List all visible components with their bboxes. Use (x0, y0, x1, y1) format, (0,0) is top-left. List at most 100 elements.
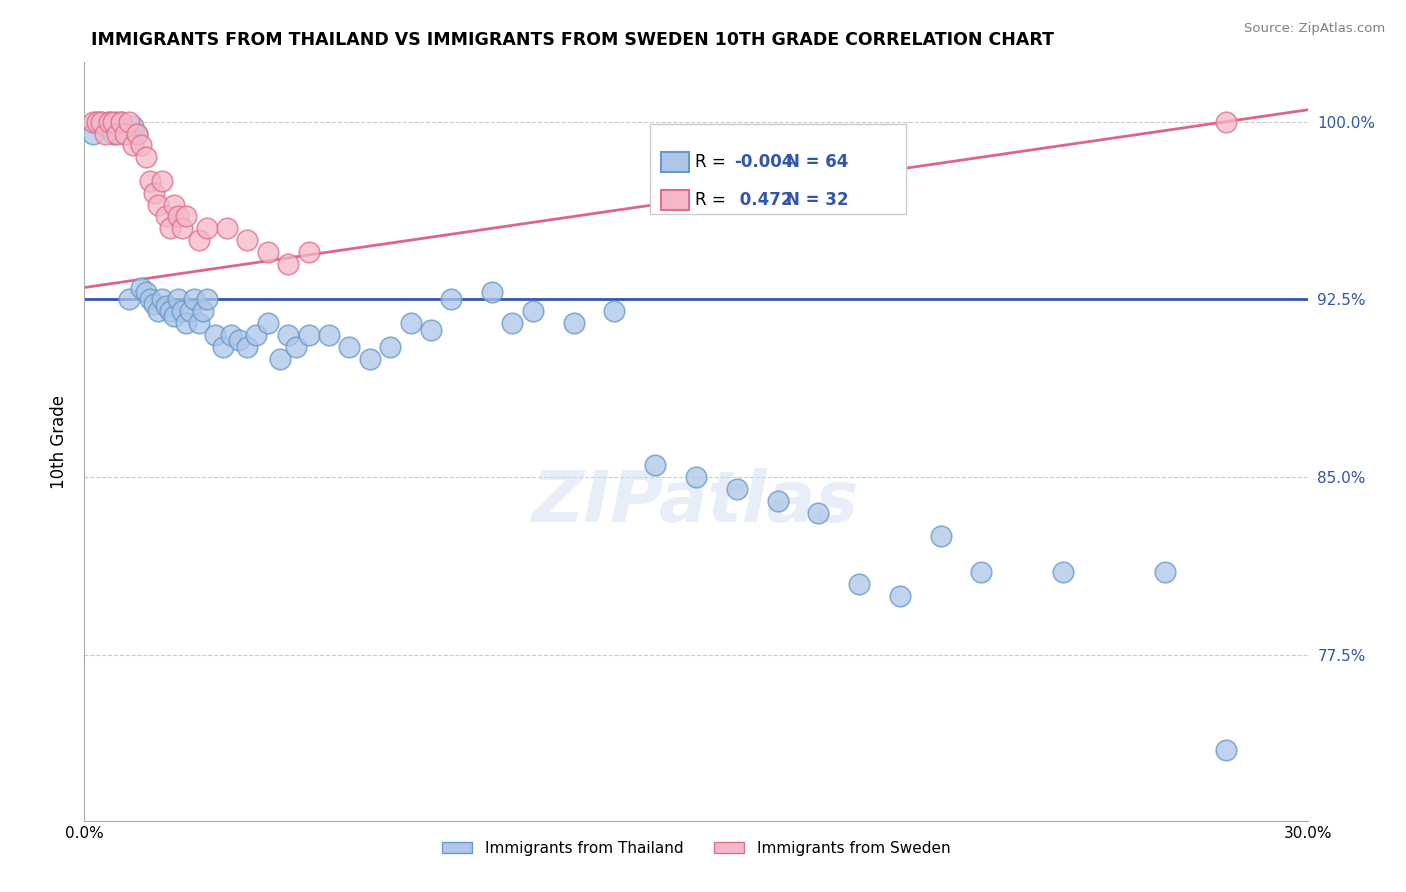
Point (339, 340, 361, 354)
Point (929, 529, 952, 543)
Point (155, 210, 177, 224)
Point (440, 293, 463, 307)
Point (318, 327, 340, 342)
Point (1052, 565, 1074, 579)
Point (82, 114, 104, 128)
Point (807, 506, 830, 520)
Point (163, 197, 186, 211)
Text: ZIPatlas: ZIPatlas (533, 467, 859, 537)
Point (167, 293, 190, 307)
Point (187, 316, 209, 330)
Text: -0.004: -0.004 (734, 153, 794, 170)
Point (159, 221, 181, 235)
Point (1215, 742, 1237, 756)
Point (131, 280, 153, 294)
Point (146, 197, 169, 211)
Point (970, 565, 993, 579)
Point (187, 233, 209, 247)
Point (150, 293, 173, 307)
Point (195, 293, 218, 307)
Point (522, 304, 544, 318)
Point (359, 351, 381, 366)
Point (142, 297, 165, 311)
Text: 0.472: 0.472 (734, 191, 793, 209)
Point (217, 221, 239, 235)
Point (502, 316, 524, 330)
Point (101, 114, 124, 128)
Point (86, 114, 108, 128)
Point (118, 293, 141, 307)
Text: R =: R = (695, 153, 731, 170)
Point (380, 340, 402, 354)
Point (1215, 114, 1237, 128)
Point (131, 138, 153, 153)
Point (155, 300, 177, 314)
Point (285, 340, 308, 354)
Point (172, 304, 194, 318)
Point (167, 210, 190, 224)
Point (122, 138, 145, 153)
Point (118, 114, 141, 128)
Point (90, 114, 112, 128)
Point (146, 304, 169, 318)
Point (101, 127, 124, 141)
Point (110, 114, 132, 128)
Point (219, 327, 242, 342)
Point (97, 114, 120, 128)
Point (82, 127, 104, 141)
Point (725, 482, 748, 496)
Point (644, 458, 666, 473)
Point (150, 174, 173, 188)
Point (110, 114, 132, 128)
Point (257, 316, 280, 330)
Point (481, 285, 503, 300)
Point (138, 293, 160, 307)
Point (179, 304, 201, 318)
Point (142, 186, 165, 200)
Point (245, 327, 267, 342)
Point (277, 327, 299, 342)
Point (135, 150, 157, 164)
Point (93, 127, 115, 141)
Point (204, 327, 226, 342)
Point (1154, 565, 1177, 579)
Point (562, 316, 585, 330)
Point (174, 210, 197, 224)
Point (122, 120, 145, 134)
Point (399, 316, 422, 330)
Point (212, 340, 235, 354)
Point (127, 127, 149, 141)
Point (90, 114, 112, 128)
Point (257, 244, 280, 259)
Point (277, 257, 299, 271)
Point (174, 316, 197, 330)
Point (848, 576, 870, 591)
Point (138, 174, 160, 188)
Point (236, 340, 259, 354)
Point (127, 127, 149, 141)
Point (86, 114, 108, 128)
Point (298, 327, 321, 342)
Point (135, 285, 157, 300)
Legend: Immigrants from Thailand, Immigrants from Sweden: Immigrants from Thailand, Immigrants fro… (436, 835, 956, 863)
Point (172, 221, 194, 235)
Point (191, 304, 214, 318)
Point (420, 323, 443, 337)
Point (159, 304, 181, 318)
Point (236, 233, 259, 247)
Text: N = 32: N = 32 (786, 191, 849, 209)
Point (195, 221, 218, 235)
Point (105, 114, 128, 128)
Point (603, 304, 626, 318)
Text: N = 64: N = 64 (786, 153, 849, 170)
Point (298, 244, 321, 259)
Point (105, 127, 128, 141)
Text: IMMIGRANTS FROM THAILAND VS IMMIGRANTS FROM SWEDEN 10TH GRADE CORRELATION CHART: IMMIGRANTS FROM THAILAND VS IMMIGRANTS F… (91, 31, 1055, 49)
Point (685, 470, 707, 484)
Point (163, 309, 186, 323)
Point (183, 293, 205, 307)
Point (114, 127, 136, 141)
Point (93, 120, 115, 134)
Text: Source: ZipAtlas.com: Source: ZipAtlas.com (1244, 22, 1385, 36)
Point (889, 589, 911, 603)
